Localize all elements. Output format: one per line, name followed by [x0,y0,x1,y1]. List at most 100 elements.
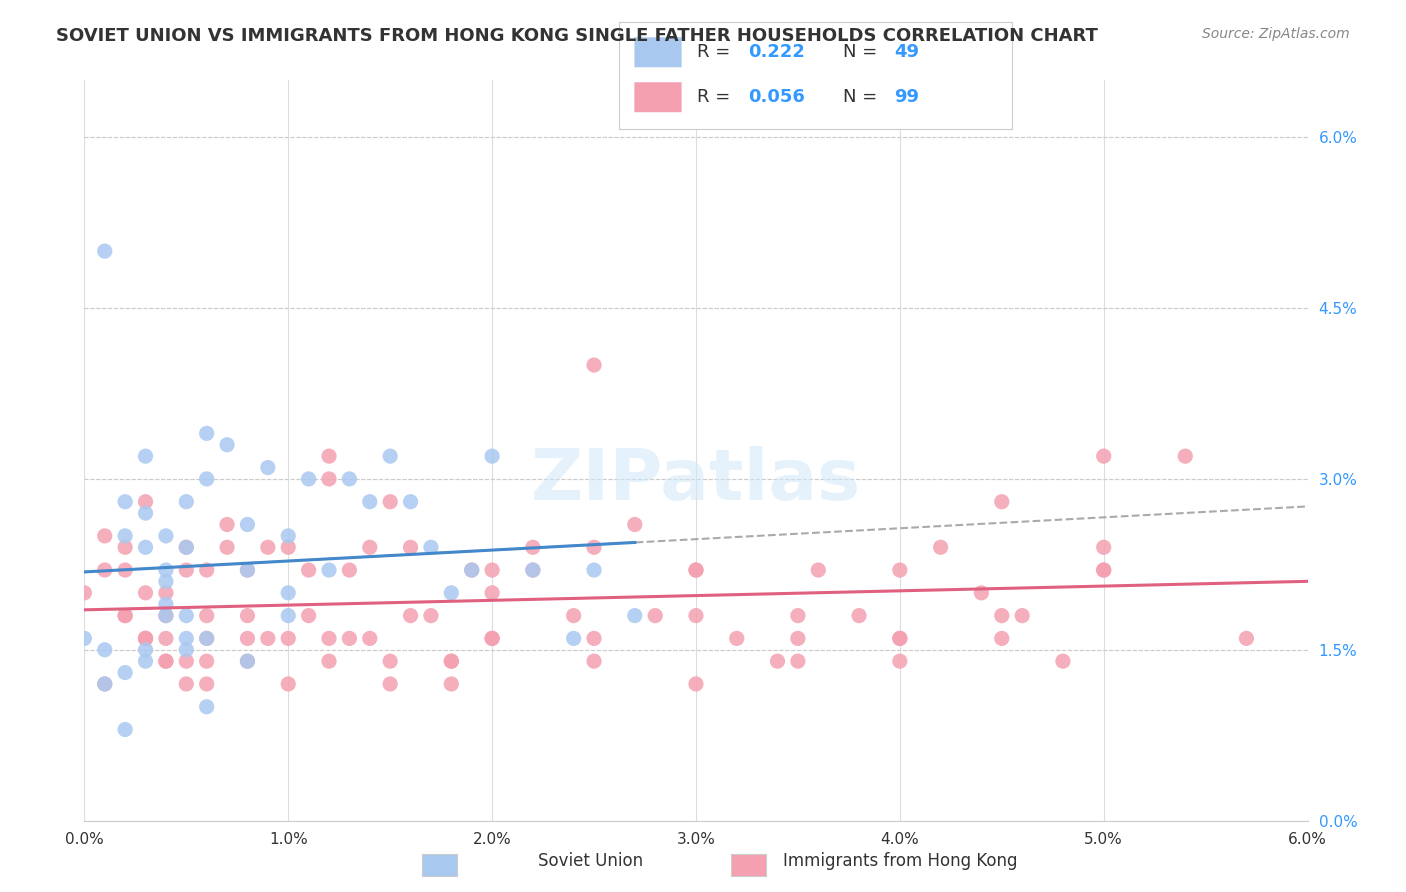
Text: N =: N = [844,44,883,62]
FancyBboxPatch shape [634,37,682,67]
Point [685,677,707,691]
Point [1092,563,1115,577]
Point [195,608,218,623]
Point [135,632,157,646]
Point [583,563,606,577]
Point [195,699,218,714]
Point [93,677,117,691]
Point [481,449,503,463]
Point [93,529,117,543]
Point [562,632,585,646]
Point [176,608,198,623]
Point [277,529,299,543]
Point [583,541,606,555]
Point [481,632,503,646]
Point [176,563,198,577]
Point [339,632,361,646]
Point [399,541,422,555]
Point [195,632,218,646]
Point [135,494,157,508]
Point [93,642,117,657]
Text: R =: R = [697,44,737,62]
Point [522,563,544,577]
Point [195,677,218,691]
Point [359,541,381,555]
Point [991,608,1014,623]
Point [399,494,422,508]
Point [155,574,177,589]
Point [440,654,463,668]
Point [481,586,503,600]
Point [236,563,259,577]
Point [624,517,647,532]
Point [236,608,259,623]
Point [176,541,198,555]
Point [135,506,157,520]
Point [195,632,218,646]
Point [114,723,136,737]
Point [277,541,299,555]
Point [991,494,1014,508]
Point [176,632,198,646]
Point [93,563,117,577]
Point [135,586,157,600]
Point [380,654,402,668]
Point [114,563,136,577]
Point [685,563,707,577]
Text: R =: R = [697,88,737,106]
Point [380,494,402,508]
Point [195,426,218,441]
Text: ZIPatlas: ZIPatlas [531,446,860,515]
Point [440,654,463,668]
Point [583,654,606,668]
Point [787,608,810,623]
Point [787,654,810,668]
Text: 99: 99 [894,88,920,106]
Point [217,438,239,452]
Point [380,449,402,463]
Point [93,244,117,259]
Point [440,586,463,600]
Point [583,358,606,372]
Point [217,541,239,555]
Text: Immigrants from Hong Kong: Immigrants from Hong Kong [783,852,1017,870]
Point [114,665,136,680]
Point [807,563,830,577]
Point [339,563,361,577]
Point [277,608,299,623]
Point [73,586,96,600]
Point [318,654,340,668]
Point [277,677,299,691]
Point [155,608,177,623]
Point [889,563,911,577]
Point [624,608,647,623]
Point [359,632,381,646]
Point [195,654,218,668]
Text: N =: N = [844,88,883,106]
Point [176,642,198,657]
Point [420,541,443,555]
Point [93,677,117,691]
Point [155,632,177,646]
Point [440,677,463,691]
Point [380,677,402,691]
Point [1092,563,1115,577]
Point [135,654,157,668]
Text: SOVIET UNION VS IMMIGRANTS FROM HONG KONG SINGLE FATHER HOUSEHOLDS CORRELATION C: SOVIET UNION VS IMMIGRANTS FROM HONG KON… [56,27,1098,45]
Point [135,632,157,646]
Point [1092,541,1115,555]
Point [155,608,177,623]
Point [970,586,993,600]
Point [1174,449,1197,463]
Point [114,494,136,508]
Point [991,632,1014,646]
Point [236,654,259,668]
Point [848,608,870,623]
Point [236,563,259,577]
Point [217,517,239,532]
Point [155,654,177,668]
Point [277,632,299,646]
Point [889,654,911,668]
Point [339,472,361,486]
Point [257,632,280,646]
